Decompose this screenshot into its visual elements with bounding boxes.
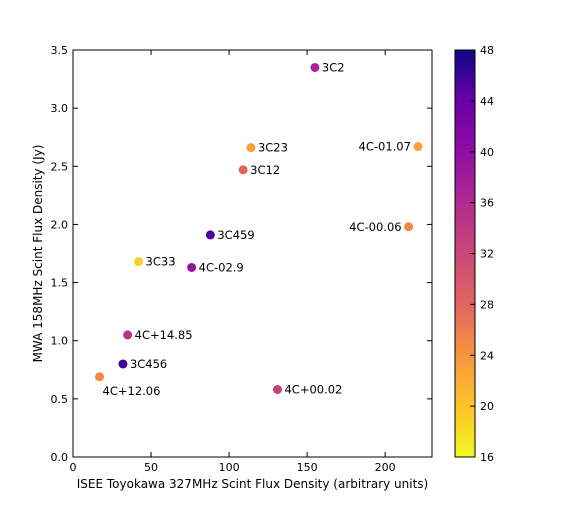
colorbar-tick-label: 48 bbox=[480, 44, 494, 57]
x-tick-label: 0 bbox=[70, 461, 77, 474]
y-axis-ticks: 0.0 0.5 1.0 1.5 2.0 2.5 3.0 3.5 bbox=[51, 44, 432, 464]
point-label: 4C-00.06 bbox=[349, 220, 401, 234]
data-point bbox=[205, 230, 215, 240]
data-point bbox=[404, 222, 414, 232]
point-label: 3C33 bbox=[146, 255, 176, 269]
x-tick-label: 200 bbox=[375, 461, 396, 474]
colorbar-tick-label: 40 bbox=[480, 146, 494, 159]
colorbar-tick-label: 16 bbox=[480, 451, 494, 464]
point-label: 3C2 bbox=[322, 60, 345, 74]
y-tick-label: 2.5 bbox=[51, 160, 69, 173]
point-label: 4C+14.85 bbox=[135, 328, 193, 342]
y-tick-label: 0.5 bbox=[51, 393, 69, 406]
y-tick-label: 0.0 bbox=[51, 451, 69, 464]
colorbar-tick-label: 20 bbox=[480, 400, 494, 413]
y-tick-label: 2.0 bbox=[51, 218, 69, 231]
x-tick-label: 100 bbox=[219, 461, 240, 474]
colorbar-tick-label: 36 bbox=[480, 197, 494, 210]
colorbar-tick-label: 32 bbox=[480, 248, 494, 261]
colorbar-tick-label: 44 bbox=[480, 95, 494, 108]
point-label: 4C-01.07 bbox=[359, 140, 411, 154]
data-point bbox=[134, 257, 144, 267]
y-tick-label: 1.5 bbox=[51, 277, 69, 290]
data-point bbox=[238, 165, 248, 175]
data-point bbox=[123, 330, 133, 340]
data-point bbox=[95, 372, 105, 382]
x-axis-ticks: 0 50 100 150 200 bbox=[70, 50, 396, 474]
point-label: 3C23 bbox=[258, 141, 288, 155]
x-axis-label: ISEE Toyokawa 327MHz Scint Flux Density … bbox=[77, 477, 429, 491]
point-label: 4C+12.06 bbox=[103, 384, 161, 398]
y-tick-label: 3.0 bbox=[51, 102, 69, 115]
colorbar-ticks: 16 20 24 28 32 36 40 44 48 bbox=[470, 44, 494, 464]
point-label: 3C12 bbox=[250, 163, 280, 177]
colorbar-tick-label: 24 bbox=[480, 349, 494, 362]
y-tick-label: 1.0 bbox=[51, 335, 69, 348]
plot-area bbox=[72, 49, 433, 458]
y-tick-label: 3.5 bbox=[51, 44, 69, 57]
data-point bbox=[272, 385, 282, 395]
data-point bbox=[246, 143, 256, 153]
colorbar-tick-label: 28 bbox=[480, 298, 494, 311]
point-label: 3C456 bbox=[130, 357, 167, 371]
data-points bbox=[95, 62, 423, 395]
point-label: 4C-02.9 bbox=[199, 260, 244, 274]
data-point bbox=[413, 142, 423, 152]
y-axis-label: MWA 158MHz Scint Flux Density (Jy) bbox=[31, 145, 45, 363]
data-point bbox=[310, 62, 320, 72]
data-point bbox=[118, 359, 128, 369]
point-label: 3C459 bbox=[217, 228, 254, 242]
data-point bbox=[187, 262, 197, 272]
x-tick-label: 150 bbox=[297, 461, 318, 474]
x-tick-label: 50 bbox=[144, 461, 158, 474]
point-labels: 3C2 4C-01.07 3C23 3C12 4C-00.06 3C459 3C33 4C-0… bbox=[103, 60, 411, 397]
point-label: 4C+00.02 bbox=[284, 383, 342, 397]
